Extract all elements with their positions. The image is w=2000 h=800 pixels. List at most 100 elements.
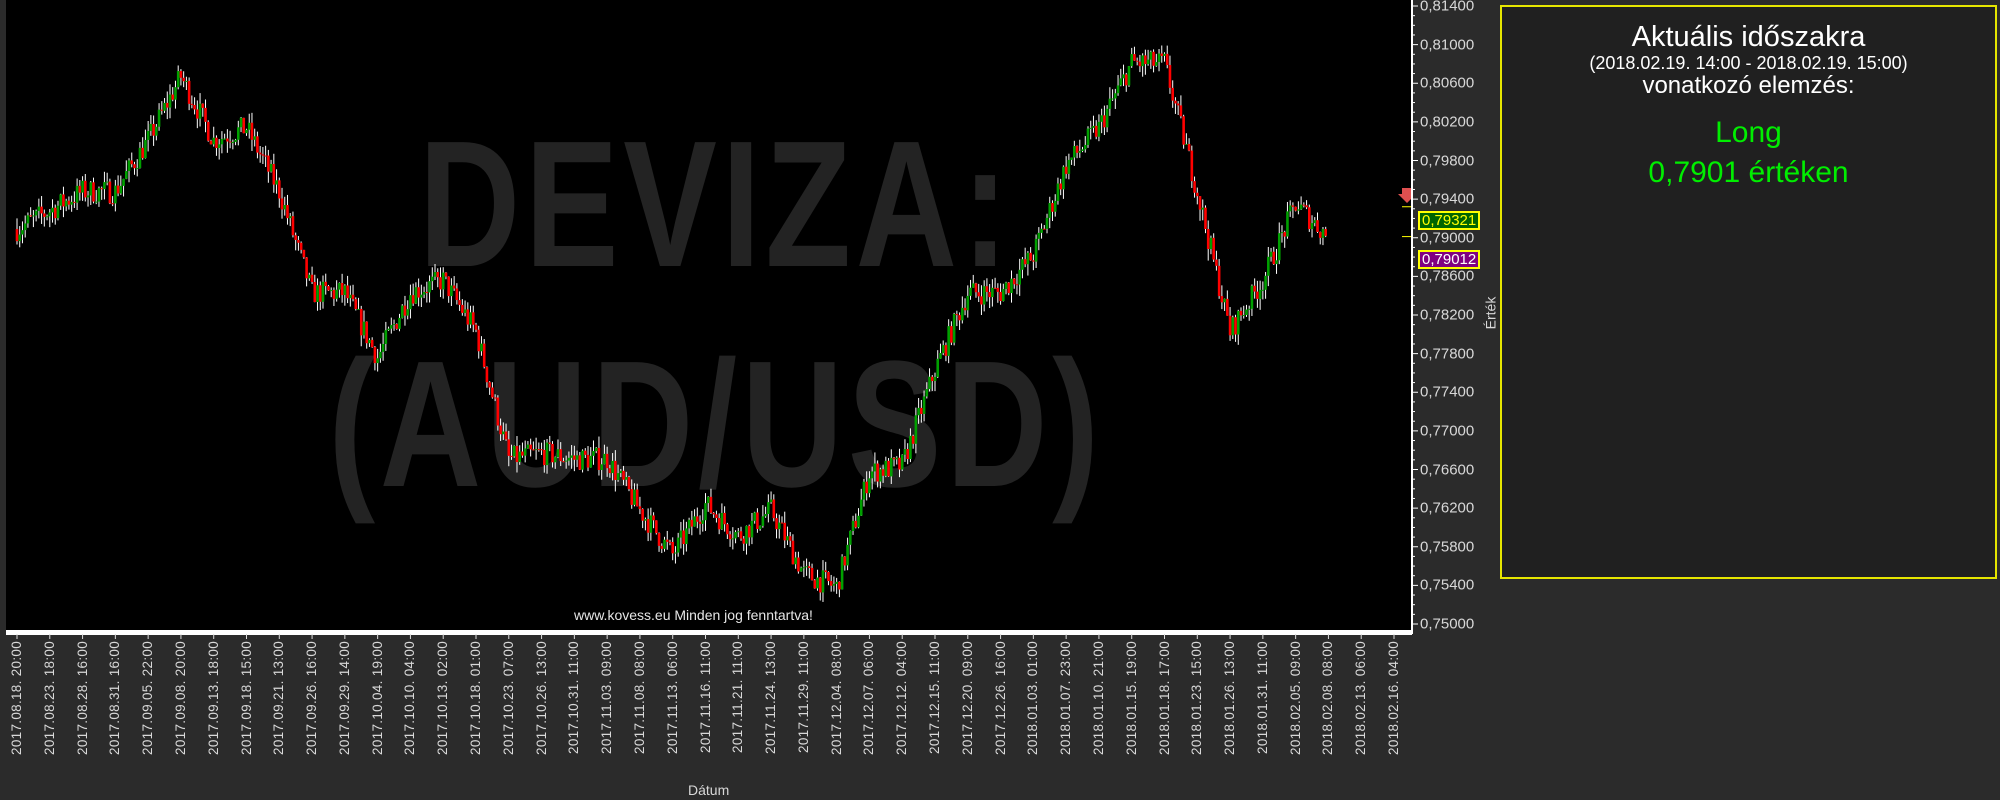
candle-down <box>876 463 879 482</box>
candle-up <box>1010 278 1013 294</box>
candle-up <box>534 449 538 451</box>
candle-up <box>433 272 437 277</box>
x-tick-label: 2017.10.31. 11:00 <box>566 641 582 754</box>
candle-up <box>1149 51 1153 60</box>
candle-up <box>857 515 860 528</box>
candle-up <box>1037 232 1041 239</box>
candle-down <box>1193 181 1196 193</box>
candle-up <box>1269 251 1273 257</box>
candle-up <box>368 339 371 344</box>
candle-up <box>428 281 431 293</box>
y-tick-label: 0,79000 <box>1420 229 1475 247</box>
candle-down <box>1302 204 1306 206</box>
candle-down <box>1094 125 1098 137</box>
candle-down <box>955 313 959 316</box>
candle-up <box>952 313 956 343</box>
candle-up <box>734 532 737 539</box>
x-tick-label: 2017.12.26. 16:00 <box>992 641 1008 755</box>
candle-down <box>15 229 19 242</box>
candle-up <box>594 447 598 452</box>
candle-up <box>32 215 35 217</box>
candle-up <box>545 442 549 466</box>
candle-down <box>660 545 664 549</box>
candle-down <box>190 103 194 105</box>
candle-up <box>895 457 899 460</box>
candle-down <box>116 185 120 194</box>
candle-up <box>518 451 522 463</box>
candle-up <box>450 285 453 297</box>
candle-up <box>736 531 740 533</box>
candle-down <box>1051 203 1054 212</box>
candle-up <box>94 201 98 203</box>
candle-down <box>1228 315 1232 336</box>
candle-up <box>936 358 940 377</box>
candle-up <box>1286 211 1289 237</box>
candle-down <box>491 387 494 398</box>
x-tick-label: 2018.01.10. 21:00 <box>1090 641 1106 755</box>
candle-up <box>37 206 41 211</box>
candle-up <box>1026 252 1030 265</box>
candle-down <box>133 164 136 169</box>
candle-down <box>573 455 576 460</box>
candle-down <box>1215 259 1218 266</box>
candle-down <box>797 557 800 572</box>
candle-down <box>461 304 464 313</box>
candle-down <box>838 581 841 590</box>
candle-up <box>1078 150 1082 153</box>
x-tick-label: 2017.11.24. 13:00 <box>763 641 779 754</box>
candle-up <box>135 168 139 170</box>
candle-up <box>846 544 849 566</box>
candle-up <box>1073 146 1076 158</box>
candle-down <box>622 470 625 480</box>
candle-up <box>217 144 221 149</box>
candle-down <box>775 518 778 530</box>
candle-down <box>548 442 552 444</box>
candle-up <box>1127 66 1131 86</box>
x-tick-label: 2017.11.21. 11:00 <box>730 641 746 753</box>
candle-up <box>387 328 390 331</box>
candle-down <box>1176 103 1180 106</box>
candle-down <box>824 570 828 573</box>
candle-up <box>381 343 385 352</box>
candle-down <box>630 489 634 505</box>
candle-down <box>1032 260 1035 262</box>
candle-down <box>996 287 1000 292</box>
candle-up <box>619 470 623 474</box>
candle-up <box>103 182 106 190</box>
candle-down <box>641 509 644 521</box>
candle-up <box>575 455 579 460</box>
candle-up <box>390 325 393 329</box>
candle-up <box>1297 209 1300 211</box>
candle-down <box>1195 192 1199 197</box>
candle-down <box>458 300 461 305</box>
candle-down <box>291 216 295 236</box>
y-tick-label: 0,81400 <box>1420 0 1475 15</box>
candle-down <box>723 512 726 525</box>
candle-up <box>469 312 472 325</box>
candle-up <box>794 557 797 565</box>
candle-up <box>731 538 735 540</box>
candle-up <box>832 583 836 586</box>
candle-down <box>1138 61 1142 67</box>
x-tick-label: 2018.01.07. 23:00 <box>1058 641 1074 755</box>
candle-down <box>655 520 658 534</box>
candle-up <box>56 205 60 219</box>
candle-down <box>583 450 587 455</box>
candle-up <box>174 87 177 100</box>
candle-up <box>430 276 434 282</box>
candle-down <box>297 239 300 243</box>
candle-down <box>256 136 259 153</box>
candle-up <box>398 317 401 329</box>
candle-down <box>1239 310 1243 316</box>
candle-up <box>97 188 101 202</box>
candle-down <box>780 522 784 524</box>
candle-down <box>827 572 830 582</box>
y-tick-label: 0,78200 <box>1420 306 1475 324</box>
candle-down <box>1171 87 1174 101</box>
candle-down <box>783 522 787 541</box>
chart-plot-area[interactable]: DEVIZA: (AUD/USD) www.kovess.eu Minden j… <box>6 0 1412 630</box>
candlestick-chart <box>15 45 1412 602</box>
candle-down <box>439 277 442 290</box>
x-tick-label: 2018.01.18. 17:00 <box>1156 641 1172 755</box>
candle-up <box>1201 207 1205 210</box>
